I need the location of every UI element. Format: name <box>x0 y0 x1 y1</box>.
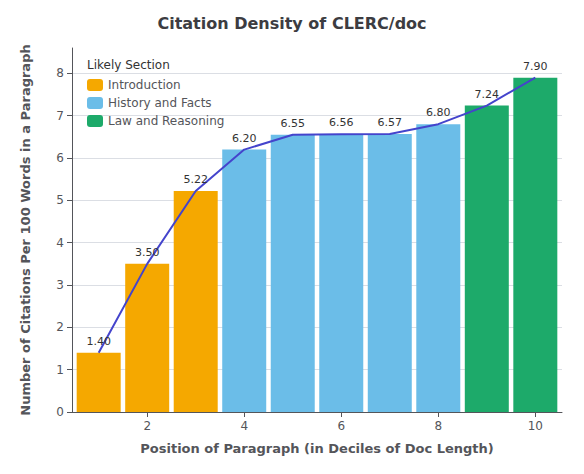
svg-text:10: 10 <box>528 419 543 433</box>
svg-text:Law and Reasoning: Law and Reasoning <box>108 114 224 128</box>
svg-text:5.22: 5.22 <box>183 173 208 186</box>
svg-text:0: 0 <box>56 405 64 419</box>
svg-text:2: 2 <box>56 320 64 334</box>
svg-text:1.40: 1.40 <box>86 335 111 348</box>
svg-text:3.50: 3.50 <box>135 246 160 259</box>
svg-text:Citation Density of CLERC/doc: Citation Density of CLERC/doc <box>157 14 426 33</box>
svg-text:3: 3 <box>56 278 64 292</box>
svg-text:4: 4 <box>56 236 64 250</box>
svg-text:4: 4 <box>240 419 248 433</box>
svg-text:7: 7 <box>56 109 64 123</box>
svg-text:6: 6 <box>56 151 64 165</box>
svg-text:Likely Section: Likely Section <box>87 58 170 72</box>
svg-text:6.20: 6.20 <box>232 132 257 145</box>
svg-text:6.56: 6.56 <box>329 116 354 129</box>
svg-text:1: 1 <box>56 363 64 377</box>
svg-text:7.90: 7.90 <box>523 60 548 73</box>
svg-text:8: 8 <box>434 419 442 433</box>
svg-text:7.24: 7.24 <box>475 88 500 101</box>
svg-text:6.80: 6.80 <box>426 106 451 119</box>
svg-text:2: 2 <box>143 419 151 433</box>
svg-text:Number of Citations Per 100 Wo: Number of Citations Per 100 Words in a P… <box>18 44 33 415</box>
svg-text:6: 6 <box>337 419 345 433</box>
svg-text:8: 8 <box>56 66 64 80</box>
svg-text:History and Facts: History and Facts <box>108 96 212 110</box>
svg-text:6.55: 6.55 <box>280 117 305 130</box>
svg-text:Position of Paragraph (in Deci: Position of Paragraph (in Deciles of Doc… <box>140 441 493 456</box>
svg-text:Introduction: Introduction <box>108 78 181 92</box>
svg-text:5: 5 <box>56 193 64 207</box>
svg-text:6.57: 6.57 <box>378 116 403 129</box>
